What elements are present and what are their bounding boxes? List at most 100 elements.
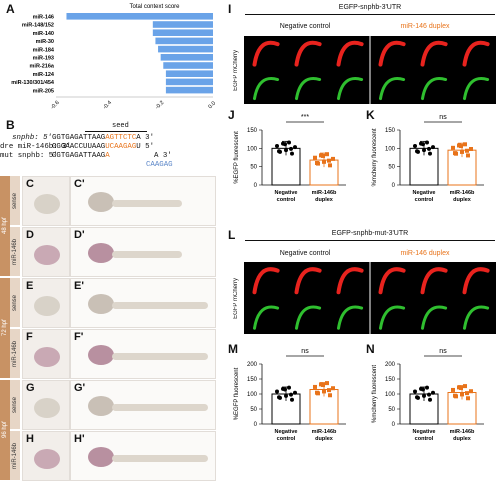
y-tick-label: 100 xyxy=(385,146,396,152)
data-point xyxy=(327,158,331,163)
y-tick-label: 50 xyxy=(250,165,257,171)
embryo-head xyxy=(88,447,114,467)
significance-label: ns xyxy=(301,348,309,355)
data-point xyxy=(277,149,281,154)
x-tick-label: Negative xyxy=(275,429,298,435)
fluor-l-mir-label: miR-146 duplex xyxy=(400,250,450,257)
data-point xyxy=(451,145,455,150)
panel-label: C' xyxy=(74,178,85,190)
bar xyxy=(152,29,213,36)
y-axis-label: %EGFP fluorescent xyxy=(234,131,240,184)
y-tick-label: 50 xyxy=(388,407,395,413)
y-tick-label: 0 xyxy=(254,422,258,428)
seed-line xyxy=(85,131,147,132)
mcherry-signal xyxy=(336,267,364,295)
embryo-head xyxy=(88,243,114,263)
embryo-head xyxy=(34,194,60,214)
embryo-head xyxy=(34,398,60,418)
panel-label-a: A xyxy=(6,2,15,16)
embryo-head xyxy=(34,245,60,265)
fluor-l-title: EGFP-snphb-mut-3'UTR xyxy=(331,230,409,237)
data-point xyxy=(451,387,455,392)
panel-label-i: I xyxy=(228,2,232,16)
panel-label-n: N xyxy=(366,342,375,356)
bar xyxy=(152,21,213,28)
embryo-tail xyxy=(112,455,208,462)
data-point xyxy=(431,390,435,395)
x-tick-label: Negative xyxy=(413,190,436,196)
data-point xyxy=(413,143,417,148)
x-tick-label: miR-146b xyxy=(312,429,337,435)
embryo-tail xyxy=(112,200,182,207)
x-tick-label: Negative xyxy=(413,429,436,435)
data-point xyxy=(463,142,467,147)
x-tick-label: duplex xyxy=(453,197,472,203)
panel-label-k: K xyxy=(366,108,375,122)
egfp-signal xyxy=(379,305,406,330)
treatment-label-mir146b: miR-146b xyxy=(10,431,20,480)
x-tick-label: control xyxy=(415,436,434,442)
bar xyxy=(163,62,213,69)
data-point xyxy=(328,163,332,168)
mcherry-signal xyxy=(378,267,406,295)
data-point xyxy=(313,384,317,389)
data-point xyxy=(425,385,429,390)
category-label: miR-216a xyxy=(30,64,55,70)
category-label: miR-130/301/454 xyxy=(11,80,55,86)
data-point xyxy=(275,389,279,394)
panel-label: E' xyxy=(74,280,84,292)
data-point xyxy=(427,392,431,397)
egfp-signal xyxy=(295,305,322,330)
embryo-tail xyxy=(112,302,208,309)
y-tick-label: 100 xyxy=(385,392,396,398)
embryo-tail xyxy=(112,404,208,411)
x-tick-label: Negative xyxy=(275,190,298,196)
panel-label: G' xyxy=(74,382,86,394)
y-tick-label: 200 xyxy=(247,362,258,368)
y-tick-label: 100 xyxy=(247,392,258,398)
data-point xyxy=(289,146,293,151)
data-point xyxy=(328,393,332,398)
panel-label: E xyxy=(26,280,34,292)
embryo-tail xyxy=(112,353,208,360)
x-tick-label: duplex xyxy=(315,197,334,203)
data-point xyxy=(290,397,294,402)
embryo-head xyxy=(88,192,114,212)
panel-label: D' xyxy=(74,229,85,241)
y-tick-label: 150 xyxy=(385,377,396,383)
panel-label: D xyxy=(26,229,34,241)
egfp-signal xyxy=(253,305,280,330)
embryo-head xyxy=(88,345,114,365)
y-tick-label: 0 xyxy=(254,183,258,189)
egfp-signal xyxy=(463,305,490,330)
data-point xyxy=(293,145,297,150)
egfp-signal xyxy=(421,305,448,330)
data-point xyxy=(465,148,469,153)
data-point xyxy=(287,385,291,390)
x-tick-label: duplex xyxy=(453,436,472,442)
seed-row: dre miR-146b: 3' GGGAACCUUAAG UCAAGAG U 5' xyxy=(0,143,155,151)
data-point xyxy=(321,383,325,388)
bar xyxy=(165,86,213,94)
data-point xyxy=(465,391,469,396)
data-point xyxy=(325,152,329,157)
x-tick-label: duplex xyxy=(315,436,334,442)
panel-label: C xyxy=(26,178,34,190)
fluor-l-image xyxy=(244,262,496,334)
seed-alignment: snphb: 5' GGTGAGATTAAG AGTTCTC A 3' dre mi… xyxy=(0,134,215,170)
mcherry-signal xyxy=(252,267,280,295)
data-point xyxy=(428,397,432,402)
stage-label-72: 72 hpf xyxy=(0,278,10,378)
egfp-signal xyxy=(337,77,364,101)
data-point xyxy=(453,151,457,156)
chart-j: 0 50 100 150 %EGFP fluorescent Negativecontro… xyxy=(234,114,346,203)
egfp-signal xyxy=(253,77,280,101)
panel-label: F' xyxy=(74,331,84,343)
data-point xyxy=(331,386,335,391)
x-tick-label: miR-146b xyxy=(450,190,475,196)
mcherry-signal xyxy=(462,40,490,67)
mcherry-signal xyxy=(462,267,490,295)
tick-label: -0.6 xyxy=(50,100,61,111)
data-point xyxy=(293,390,297,395)
fluor-i-side-label: EGFP mCherry xyxy=(233,50,239,91)
